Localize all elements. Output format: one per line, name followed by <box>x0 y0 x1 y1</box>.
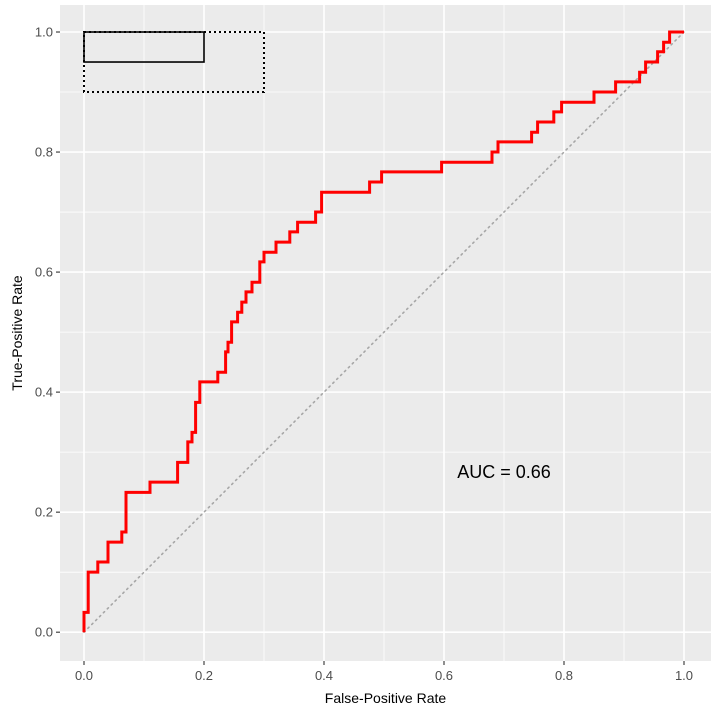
roc-curve-line <box>82 30 684 633</box>
x-tick-label: 0.4 <box>315 668 333 683</box>
y-tick-label: 0.4 <box>35 385 53 400</box>
x-tick-label: 1.0 <box>675 668 693 683</box>
y-axis-title: True-Positive Rate <box>9 275 25 391</box>
y-tick-label: 0.6 <box>35 265 53 280</box>
x-axis-title: False-Positive Rate <box>325 690 447 706</box>
y-tick-label: 0.0 <box>35 625 53 640</box>
x-axis-ticks: 0.0 0.2 0.4 0.6 0.8 1.0 <box>75 661 693 683</box>
reference-diagonal-line <box>83 31 685 633</box>
x-tick-label: 0.2 <box>195 668 213 683</box>
x-tick-label: 0.6 <box>435 668 453 683</box>
y-axis-ticks: 0.0 0.2 0.4 0.6 0.8 1.0 <box>35 25 60 640</box>
x-tick-label: 0.8 <box>555 668 573 683</box>
y-tick-label: 1.0 <box>35 25 53 40</box>
y-tick-label: 0.2 <box>35 505 53 520</box>
y-tick-label: 0.8 <box>35 145 53 160</box>
major-gridlines <box>60 5 711 661</box>
x-tick-label: 0.0 <box>75 668 93 683</box>
auc-annotation: AUC = 0.66 <box>457 462 551 482</box>
solid-box <box>83 31 205 63</box>
